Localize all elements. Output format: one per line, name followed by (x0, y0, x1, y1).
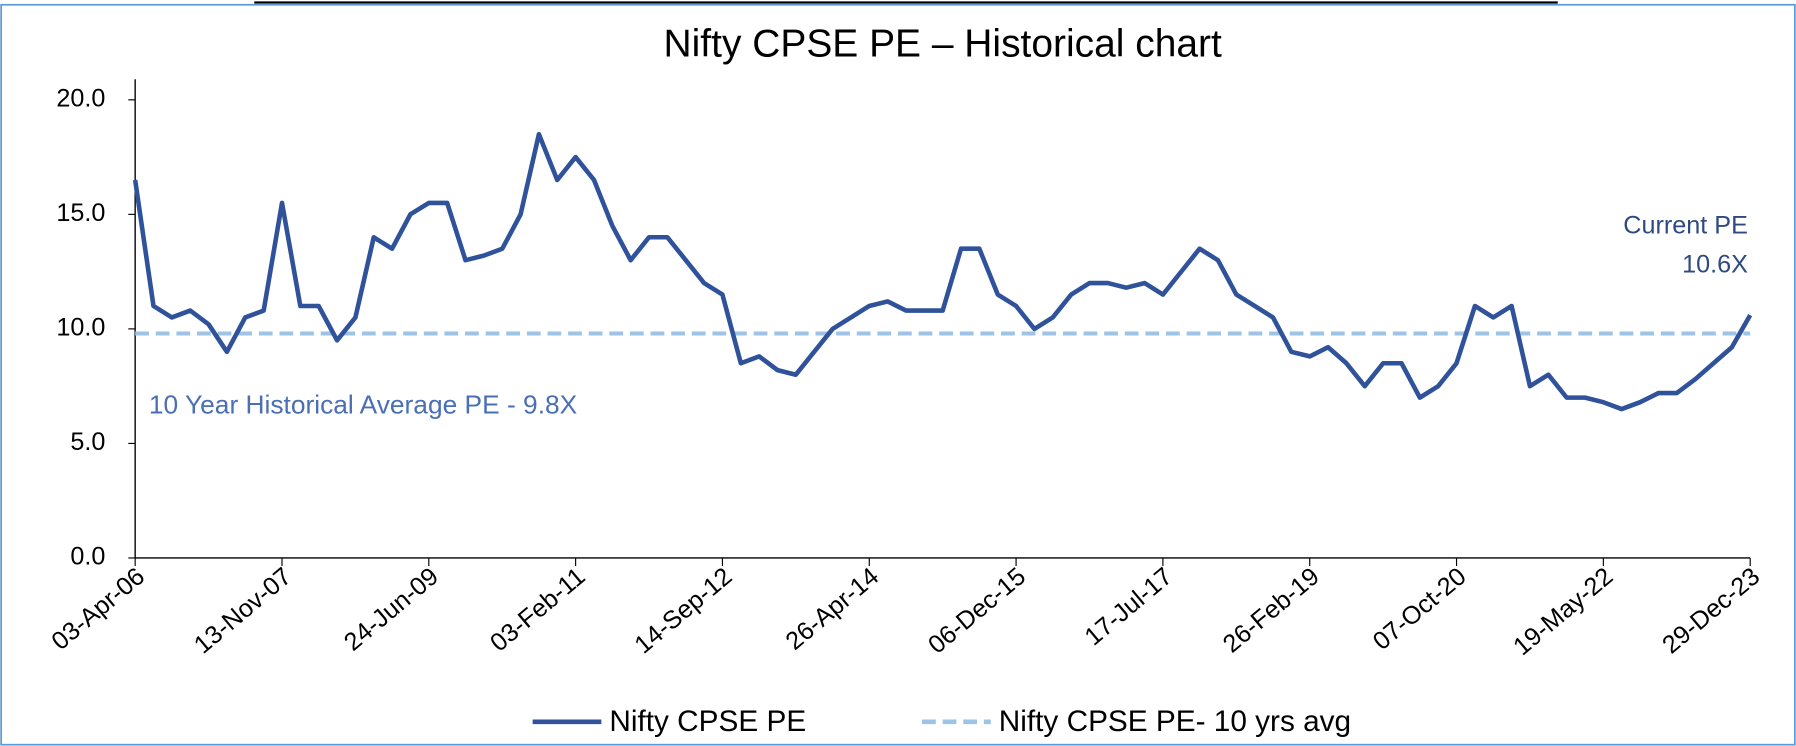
annotation: Current PE (1623, 212, 1748, 240)
annotation: 10.6X (1682, 251, 1748, 279)
annotation: 10 Year Historical Average PE - 9.8X (149, 390, 578, 420)
y-tick-label: 5.0 (70, 428, 105, 456)
chart-title: Nifty CPSE PE – Historical chart (664, 22, 1222, 65)
y-tick-label: 20.0 (56, 84, 105, 112)
legend-label: Nifty CPSE PE- 10 yrs avg (999, 705, 1351, 738)
legend-label: Nifty CPSE PE (609, 705, 806, 738)
y-tick-label: 0.0 (70, 543, 105, 571)
series-line (132, 131, 1753, 412)
y-tick-label: 10.0 (56, 314, 105, 342)
y-tick-label: 15.0 (56, 199, 105, 227)
chart-border (0, 3, 1796, 746)
